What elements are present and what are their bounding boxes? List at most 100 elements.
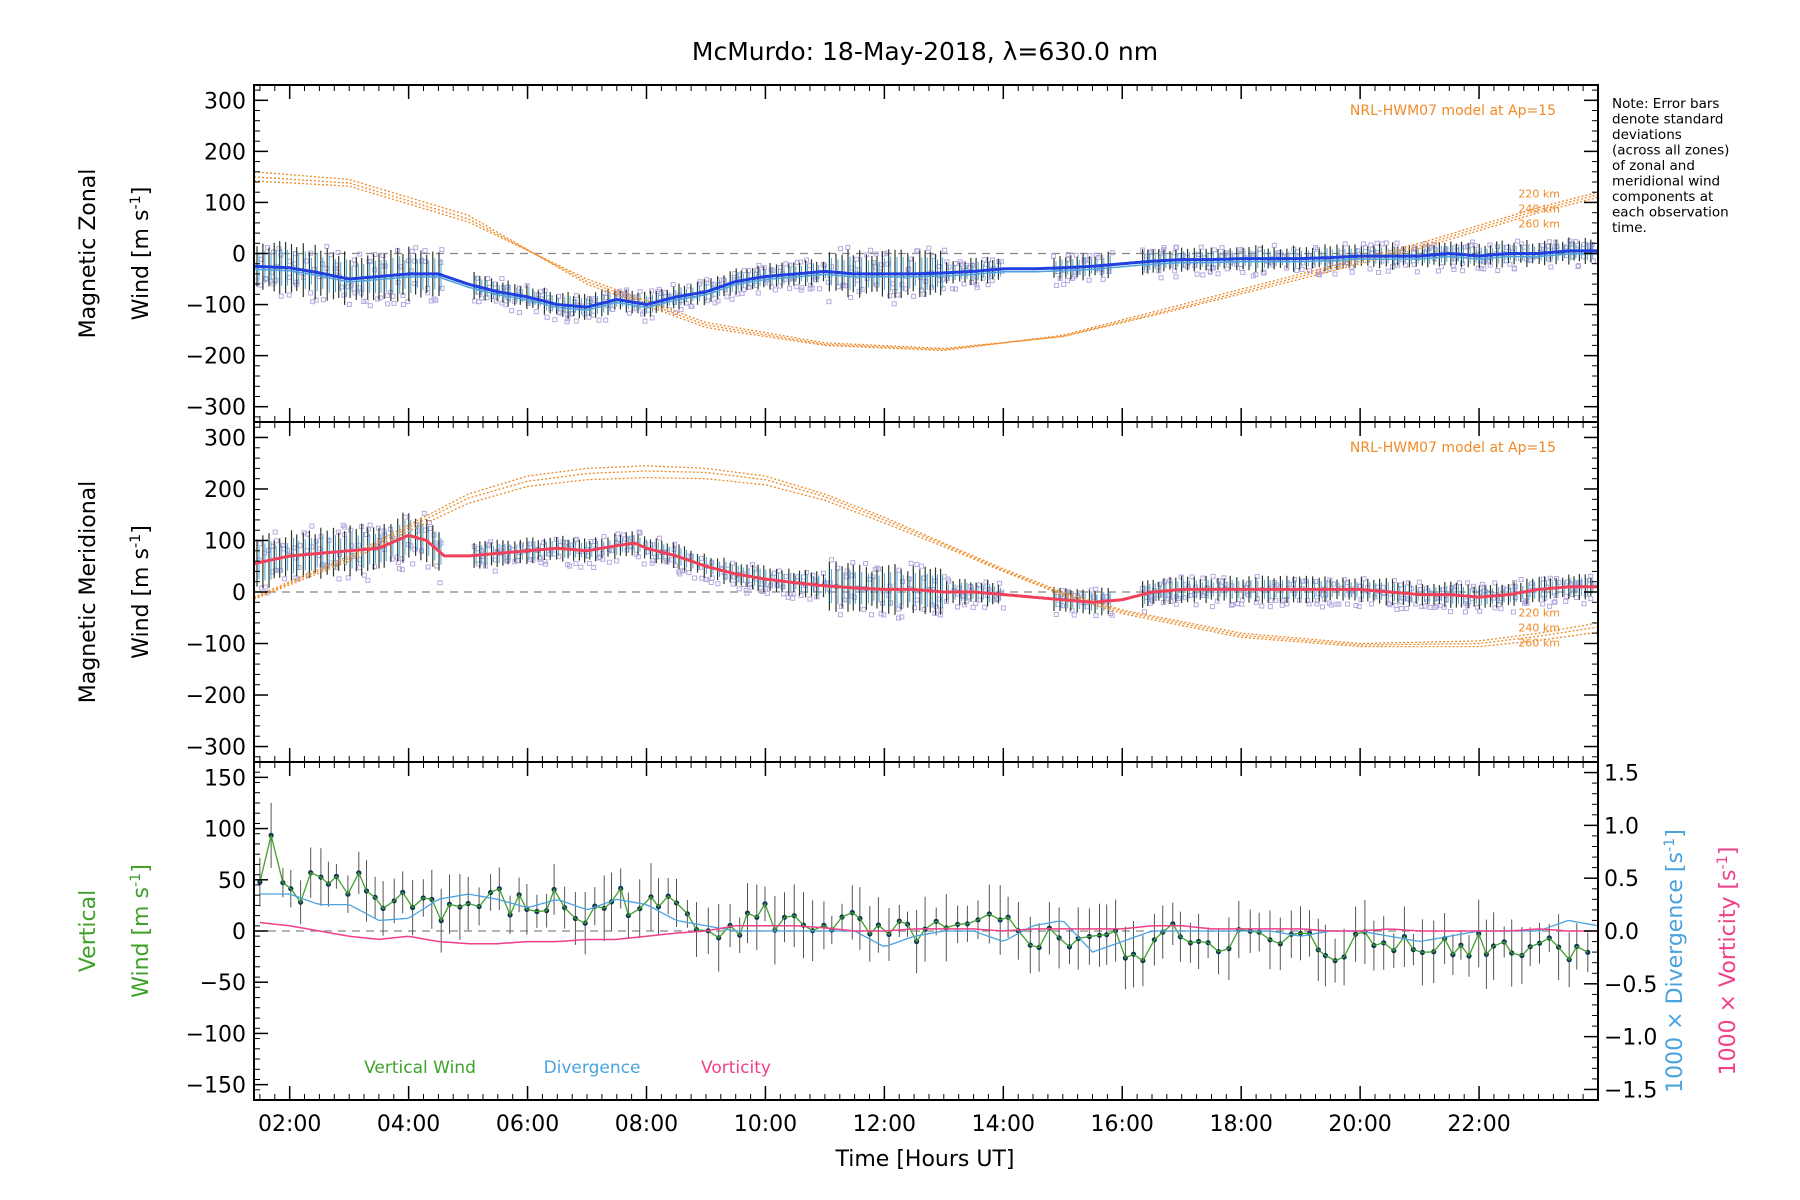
scatter-point	[1152, 596, 1157, 601]
scatter-point	[1192, 592, 1198, 598]
scatter-point	[1372, 594, 1378, 600]
scatter-point	[837, 612, 843, 618]
scatter-point	[1100, 276, 1106, 282]
note-line: denote standard	[1612, 112, 1723, 128]
scatter-point	[1385, 268, 1391, 274]
scatter-point	[1328, 602, 1334, 608]
scatter-point	[278, 293, 284, 299]
scatter-point	[485, 543, 491, 549]
scatter-point	[313, 538, 319, 544]
scatter-point	[410, 561, 416, 567]
y-tick-label: −100	[186, 633, 246, 658]
scatter-point	[409, 248, 415, 254]
scatter-point	[586, 314, 592, 320]
scatter-point	[838, 246, 843, 252]
scatter-point	[626, 310, 632, 316]
x-tick-label: 12:00	[853, 1112, 916, 1137]
x-tick-label: 10:00	[734, 1112, 797, 1137]
scatter-point	[339, 284, 345, 290]
panels: NRL-HWM07 model at Ap=15 220 km 240 km 260 …	[76, 84, 1741, 1103]
scatter-point	[945, 276, 950, 282]
scatter-point	[1109, 612, 1115, 618]
scatter-point	[1071, 612, 1077, 618]
y2-tick-label: −0.5	[1604, 973, 1657, 998]
scatter-point	[308, 290, 314, 296]
scatter-point	[1053, 612, 1059, 617]
scatter-point	[1198, 244, 1204, 250]
scatter-point	[1304, 598, 1310, 604]
scatter-point	[974, 285, 980, 291]
model-curve-260km	[254, 180, 1598, 350]
x-tick-label: 08:00	[615, 1112, 678, 1137]
scatter-point	[1268, 598, 1274, 604]
scatter-point	[573, 293, 579, 298]
scatter-point	[1492, 605, 1498, 611]
scatter-point	[341, 292, 347, 298]
scatter-point	[688, 304, 694, 309]
scatter-point	[382, 533, 388, 538]
scatter-point	[596, 317, 602, 323]
scatter-point	[320, 297, 326, 303]
scatter-point	[1465, 603, 1470, 609]
scatter-point	[790, 595, 796, 601]
scatter-point	[1093, 252, 1099, 258]
scatter-point	[1279, 602, 1285, 608]
scatter-point	[348, 554, 354, 560]
scatter-point	[921, 606, 927, 612]
scatter-point	[1519, 241, 1524, 247]
scatter-point	[1229, 602, 1234, 608]
y-tick-label: 200	[204, 478, 246, 503]
panel-frame	[253, 761, 1599, 1101]
scatter-point	[488, 539, 494, 545]
note-line: Note: Error bars	[1612, 96, 1719, 112]
scatter-point	[1200, 575, 1206, 581]
scatter-point	[309, 523, 315, 529]
y-tick-label: 300	[204, 89, 246, 114]
scatter-point	[352, 261, 358, 267]
scatter-point	[643, 541, 649, 547]
model-height-label: 240 km	[1518, 622, 1560, 635]
scatter-point	[881, 251, 887, 257]
scatter-point	[808, 282, 814, 288]
scatter-point	[1000, 605, 1006, 611]
scatter-point	[1315, 591, 1321, 597]
scatter-point	[635, 554, 641, 560]
scatter-point	[838, 604, 844, 609]
scatter-point	[286, 292, 292, 298]
scatter-point	[367, 303, 373, 309]
scatter-point	[1193, 602, 1199, 608]
scatter-point	[906, 266, 912, 272]
scatter-point	[1267, 604, 1273, 610]
scatter-point	[606, 559, 612, 565]
scatter-point	[431, 532, 437, 538]
scatter-point	[1253, 271, 1259, 277]
scatter-point	[775, 583, 781, 589]
scatter-point	[375, 296, 381, 302]
scatter-point	[425, 564, 431, 570]
scatter-point	[1576, 263, 1581, 269]
scatter-point	[272, 529, 278, 535]
scatter-point	[829, 557, 834, 563]
scatter-point	[825, 279, 831, 285]
scatter-point	[1450, 263, 1456, 269]
scatter-point	[891, 301, 897, 307]
scatter-point	[499, 276, 505, 281]
scatter-point	[1061, 281, 1067, 287]
scatter-point	[363, 298, 369, 304]
scatter-point	[810, 572, 816, 578]
y-tick-label: 300	[204, 426, 246, 451]
scatter-point	[755, 290, 761, 296]
scatter-point	[851, 594, 857, 600]
scatter-point	[776, 568, 782, 574]
scatter-point	[1077, 590, 1083, 596]
scatter-point	[1495, 244, 1501, 249]
model-curve-260km	[254, 476, 1598, 648]
scatter-point	[257, 541, 263, 547]
scatter-point	[1209, 604, 1215, 610]
scatter-point	[743, 588, 749, 593]
scatter-point	[1376, 270, 1382, 275]
scatter-point	[1335, 263, 1341, 269]
scatter-point	[629, 535, 635, 541]
scatter-point	[1353, 603, 1359, 608]
